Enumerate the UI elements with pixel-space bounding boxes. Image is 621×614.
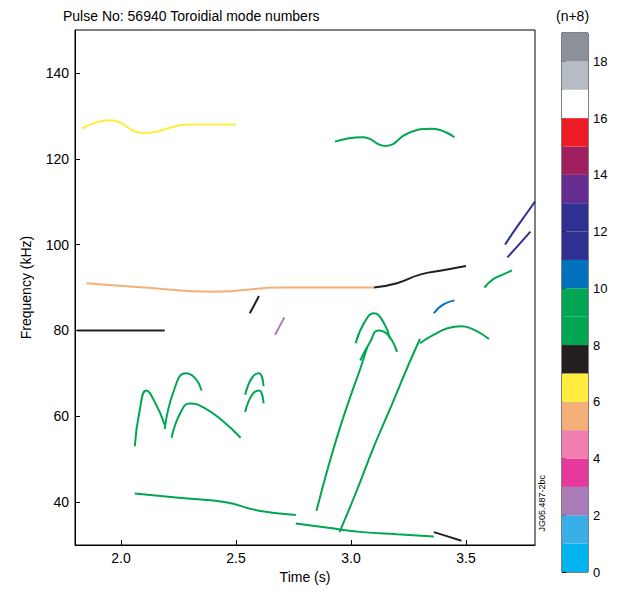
svg-text:140: 140 xyxy=(46,65,70,81)
svg-text:4: 4 xyxy=(593,451,600,466)
svg-text:10: 10 xyxy=(593,281,607,296)
svg-text:100: 100 xyxy=(46,237,70,253)
svg-text:12: 12 xyxy=(593,224,607,239)
svg-text:2.0: 2.0 xyxy=(111,550,131,566)
svg-text:60: 60 xyxy=(53,408,69,424)
svg-text:3.5: 3.5 xyxy=(456,550,476,566)
svg-text:14: 14 xyxy=(593,167,607,182)
svg-text:8: 8 xyxy=(593,338,600,353)
svg-text:0: 0 xyxy=(593,565,600,580)
svg-text:2.5: 2.5 xyxy=(226,550,246,566)
svg-text:(n+8): (n+8) xyxy=(556,8,589,24)
svg-text:JG05.487-2bc: JG05.487-2bc xyxy=(537,474,547,531)
svg-text:40: 40 xyxy=(53,494,69,510)
svg-text:Time (s): Time (s) xyxy=(280,569,331,585)
svg-text:16: 16 xyxy=(593,111,607,126)
svg-text:2: 2 xyxy=(593,508,600,523)
svg-text:18: 18 xyxy=(593,54,607,69)
svg-text:6: 6 xyxy=(593,394,600,409)
svg-text:Pulse No: 56940 Toroidial mode: Pulse No: 56940 Toroidial mode numbers xyxy=(63,8,320,24)
svg-text:80: 80 xyxy=(53,322,69,338)
svg-text:120: 120 xyxy=(46,151,70,167)
svg-text:3.0: 3.0 xyxy=(341,550,361,566)
svg-text:Frequency (kHz): Frequency (kHz) xyxy=(18,236,34,339)
